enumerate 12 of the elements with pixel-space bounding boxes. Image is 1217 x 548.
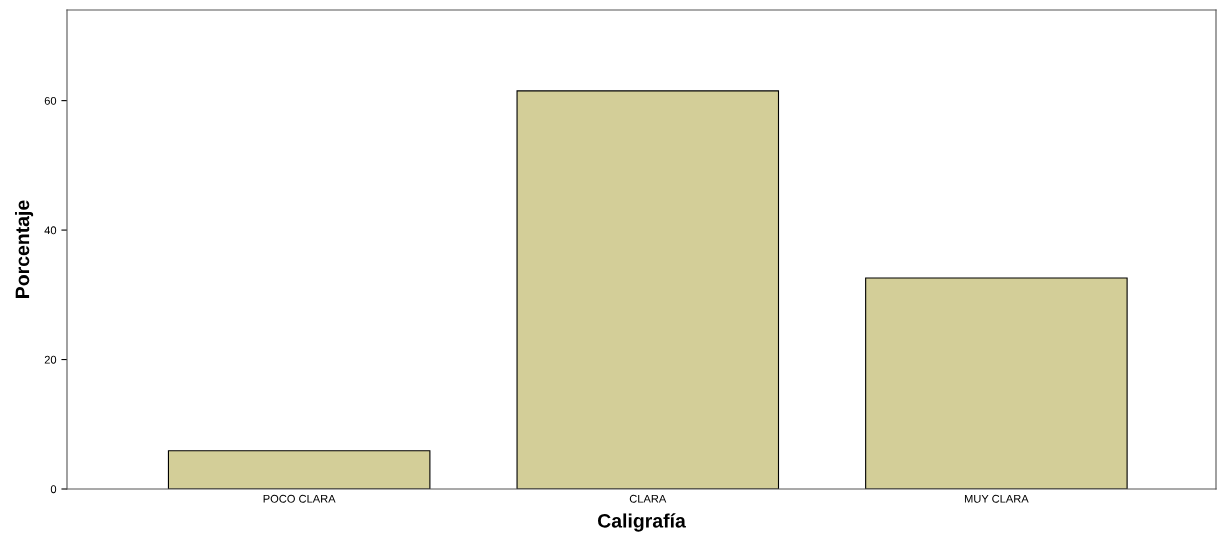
bar: [167, 450, 431, 489]
x-tick-label: MUY CLARA: [964, 494, 1029, 503]
x-tick-label: POCO CLARA: [263, 494, 336, 503]
x-tick-label: CLARA: [629, 494, 667, 503]
y-tick-label: 20: [44, 355, 57, 364]
bar: [516, 90, 780, 489]
x-axis-title: Caligrafía: [598, 513, 686, 532]
bar: [865, 277, 1128, 489]
y-axis-title: Porcentaje: [14, 200, 34, 298]
y-tick-label: 60: [44, 96, 57, 105]
y-tick-label: 40: [44, 226, 57, 235]
y-tick-label: 0: [50, 485, 57, 494]
